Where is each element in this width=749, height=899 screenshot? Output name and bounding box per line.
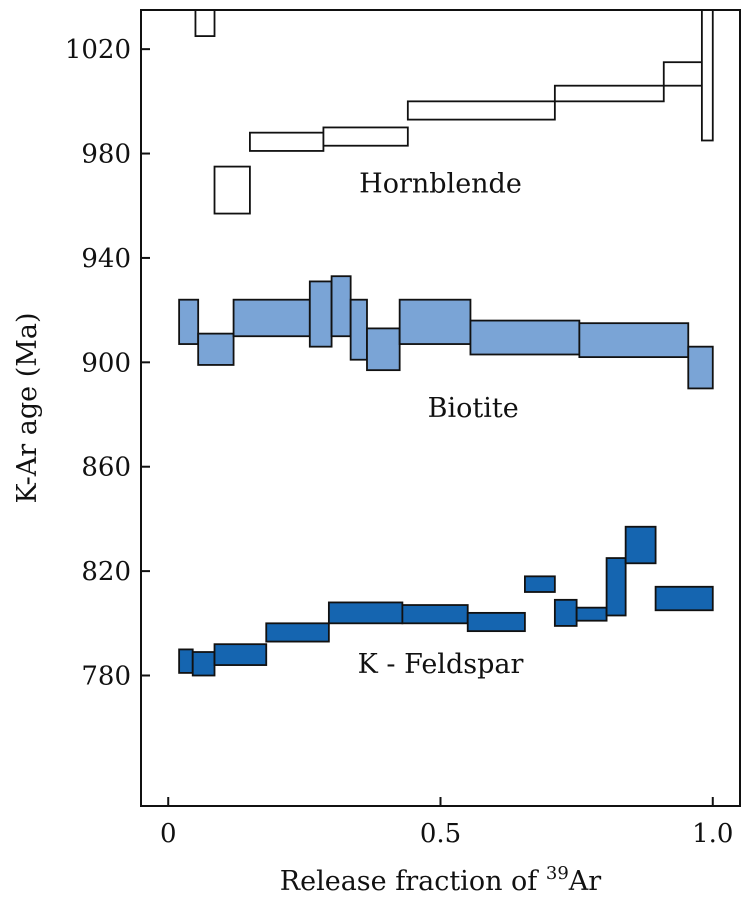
step-box	[308, 280, 333, 348]
step-box	[232, 298, 311, 338]
step-box	[575, 606, 608, 622]
y-tick-label: 1020	[65, 35, 131, 65]
step-box	[469, 319, 581, 356]
series-hornblende	[194, 9, 714, 215]
step-box	[191, 651, 216, 677]
step-box	[178, 298, 200, 345]
series-k-feldspar	[178, 525, 714, 677]
step-box	[366, 327, 401, 372]
y-tick-label: 940	[81, 244, 131, 274]
y-tick-label: 780	[81, 662, 131, 692]
step-box	[524, 575, 556, 593]
step-box	[194, 9, 216, 37]
step-box	[700, 9, 714, 142]
step-box	[327, 601, 404, 625]
annotation-layer: Hornblende Biotite K - Feldspar	[358, 169, 524, 680]
series-label: K - Feldspar	[358, 649, 524, 680]
step-box	[553, 84, 665, 103]
x-axis-label-element: Ar	[568, 866, 601, 897]
step-box	[662, 61, 703, 87]
x-tick-label: 0.5	[420, 819, 461, 849]
series-label: Hornblende	[359, 169, 522, 200]
step-box	[265, 622, 330, 643]
step-box	[401, 604, 469, 625]
step-box	[406, 100, 556, 121]
step-box	[213, 643, 268, 666]
step-box	[578, 322, 690, 359]
axis-layer: 780 820 860 900 940 980 1020 0 0.5 1.0	[65, 35, 734, 849]
step-box	[624, 525, 657, 565]
x-axis-label-isotope: 39	[546, 863, 569, 884]
x-tick-label: 0	[160, 819, 177, 849]
y-axis-label: K-Ar age (Ma)	[12, 312, 43, 503]
step-box	[605, 557, 627, 617]
series-label: Biotite	[428, 393, 519, 424]
y-tick-label: 820	[81, 557, 131, 587]
step-box	[687, 345, 714, 390]
x-axis-label: Release fraction of 39Ar	[280, 863, 602, 897]
step-box	[213, 165, 251, 215]
step-box	[349, 298, 368, 361]
step-box	[398, 298, 472, 345]
step-box	[553, 598, 578, 627]
step-box	[466, 611, 526, 633]
step-box	[249, 131, 325, 152]
y-tick-label: 860	[81, 453, 131, 483]
spectra-layer	[178, 9, 714, 677]
y-tick-label: 980	[81, 140, 131, 170]
series-biotite	[178, 275, 714, 390]
step-box	[330, 275, 352, 338]
x-tick-label: 1.0	[692, 819, 733, 849]
step-box	[178, 648, 194, 674]
step-box	[197, 332, 235, 366]
y-tick-label: 900	[81, 348, 131, 378]
step-box	[322, 126, 409, 147]
x-axis-label-text: Release fraction of	[280, 866, 546, 897]
step-box	[654, 585, 714, 612]
